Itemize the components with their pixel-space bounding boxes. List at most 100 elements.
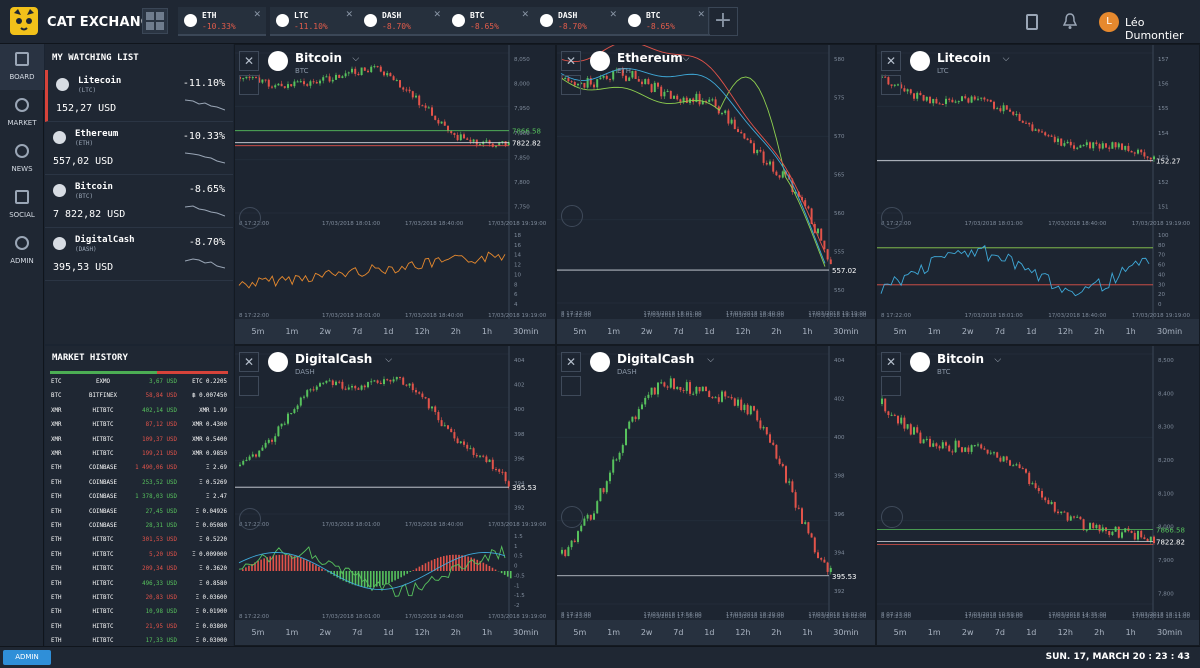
timeframe-button[interactable]: 12h — [414, 628, 430, 637]
panel-title[interactable]: Ethereum — [617, 51, 683, 65]
timeframe-button[interactable]: 1d — [1026, 628, 1037, 637]
timeframe-button[interactable]: 5m — [251, 628, 265, 637]
price-chart[interactable]: 7822.82 7866.58 8,050 8,000 7,950 7,900 7,850 7… — [235, 45, 556, 321]
price-chart[interactable]: 7822.82 7866.58 8,500 8,400 8,300 8,200 8,100 8… — [877, 346, 1200, 622]
chart-panel[interactable]: 7822.82 7866.58 8,050 8,000 7,950 7,900 7,850 7… — [234, 44, 556, 345]
price-chart[interactable]: 395.53 404 402 400 398 396 394 392 8 17:23:00 17/… — [557, 346, 876, 622]
chevron-down-icon[interactable]: ⌵ — [994, 355, 1002, 365]
expand-icon[interactable] — [239, 75, 259, 95]
ticker-tab-dash[interactable]: DASH -8.70% ✕ — [358, 7, 446, 36]
close-icon[interactable]: ✕ — [609, 10, 617, 20]
timeframe-button[interactable]: 2w — [640, 327, 653, 336]
ticker-tab-btc[interactable]: BTC -8.65% ✕ — [622, 7, 710, 36]
timeframe-button[interactable]: 5m — [251, 327, 265, 336]
timeframe-button[interactable]: 12h — [1057, 327, 1073, 336]
chevron-down-icon[interactable]: ⌵ — [707, 355, 715, 365]
timeframe-button[interactable]: 30min — [513, 327, 539, 336]
timeframe-button[interactable]: 7d — [352, 628, 363, 637]
timeframe-button[interactable]: 1h — [802, 327, 813, 336]
timeframe-button[interactable]: 2w — [961, 628, 974, 637]
avatar[interactable]: L — [1099, 12, 1119, 32]
close-panel-button[interactable]: ✕ — [239, 352, 259, 372]
timeframe-button[interactable]: 1m — [607, 628, 620, 637]
timeframe-button[interactable]: 1m — [927, 327, 941, 336]
chart-panel[interactable]: 152.27 157 156 155 154 153 152 151 8 17:22:00 17/… — [876, 44, 1200, 345]
timeframe-button[interactable]: 12h — [1057, 628, 1073, 637]
timeframe-button[interactable]: 5m — [893, 628, 907, 637]
chevron-down-icon[interactable]: ⌵ — [385, 355, 393, 365]
timeframe-button[interactable]: 5m — [573, 327, 587, 336]
layout-grid-button[interactable] — [142, 8, 168, 34]
nav-item-admin[interactable]: ADMIN — [0, 228, 44, 274]
timeframe-button[interactable]: 2w — [640, 628, 653, 637]
timeframe-button[interactable]: 30min — [833, 628, 859, 637]
timeframe-button[interactable]: 1d — [383, 628, 394, 637]
close-icon[interactable]: ✕ — [521, 10, 529, 20]
close-panel-button[interactable]: ✕ — [561, 352, 581, 372]
close-panel-button[interactable]: ✕ — [881, 51, 901, 71]
timeframe-button[interactable]: 1d — [1026, 327, 1037, 336]
timeframe-button[interactable]: 2w — [319, 327, 331, 336]
timeframe-button[interactable]: 1m — [607, 327, 620, 336]
timeframe-button[interactable]: 1m — [927, 628, 941, 637]
timeframe-button[interactable]: 30min — [513, 628, 539, 637]
list-item[interactable]: DigitalCash (DASH) 395,53 USD -8.70% — [45, 229, 233, 281]
nav-item-board[interactable]: BOARD — [0, 44, 44, 90]
panel-title[interactable]: Bitcoin — [295, 51, 343, 65]
timeframe-button[interactable]: 7d — [673, 327, 684, 336]
panel-title[interactable]: Bitcoin — [937, 352, 985, 366]
timeframe-button[interactable]: 1d — [383, 327, 394, 336]
user-name[interactable]: Léo Dumontier — [1125, 16, 1184, 42]
timeframe-button[interactable]: 2h — [771, 628, 782, 637]
close-icon[interactable]: ✕ — [345, 10, 353, 20]
timeframe-button[interactable]: 1h — [481, 327, 493, 336]
timeframe-button[interactable]: 2h — [771, 327, 782, 336]
ticker-tab-ltc[interactable]: LTC -11.10% ✕ — [270, 7, 358, 36]
expand-icon[interactable] — [239, 376, 259, 396]
timeframe-button[interactable]: 7d — [352, 327, 363, 336]
close-panel-button[interactable]: ✕ — [239, 51, 259, 71]
ticker-tab-btc[interactable]: BTC -8.65% ✕ — [446, 7, 534, 36]
chevron-down-icon[interactable]: ⌵ — [682, 54, 690, 64]
timeframe-button[interactable]: 1m — [285, 327, 299, 336]
timeframe-button[interactable]: 30min — [833, 327, 859, 336]
expand-icon[interactable] — [881, 75, 901, 95]
panel-title[interactable]: Litecoin — [937, 51, 991, 65]
close-icon[interactable]: ✕ — [697, 10, 705, 20]
timeframe-button[interactable]: 7d — [994, 327, 1005, 336]
add-tab-button[interactable]: + — [708, 7, 738, 36]
timeframe-button[interactable]: 12h — [414, 327, 430, 336]
expand-icon[interactable] — [561, 75, 581, 95]
timeframe-button[interactable]: 12h — [735, 327, 751, 336]
price-chart[interactable]: 152.27 157 156 155 154 153 152 151 8 17:22:00 17/… — [877, 45, 1200, 321]
expand-icon[interactable] — [561, 376, 581, 396]
timeframe-button[interactable]: 12h — [735, 628, 751, 637]
timeframe-button[interactable]: 2h — [1094, 327, 1105, 336]
chart-panel[interactable]: 395.53 404 402 400 398 396 394 392 8 17:23:00 17/… — [556, 345, 876, 646]
chart-panel[interactable]: 557.02 580 575 570 565 560 555 550 8 17:22:00 17/… — [556, 44, 876, 345]
expand-icon[interactable] — [881, 376, 901, 396]
timeframe-button[interactable]: 1m — [285, 628, 299, 637]
timeframe-button[interactable]: 5m — [893, 327, 907, 336]
timeframe-button[interactable]: 1h — [481, 628, 493, 637]
chart-panel[interactable]: 7822.82 7866.58 8,500 8,400 8,300 8,200 8,100 8… — [876, 345, 1200, 646]
close-icon[interactable]: ✕ — [433, 10, 441, 20]
timeframe-button[interactable]: 30min — [1156, 628, 1183, 637]
calculator-icon[interactable] — [1026, 14, 1038, 30]
timeframe-button[interactable]: 2h — [450, 628, 461, 637]
panel-title[interactable]: DigitalCash — [617, 352, 695, 366]
timeframe-button[interactable]: 7d — [994, 628, 1005, 637]
list-item[interactable]: Ethereum (ETH) 557,02 USD -10.33% — [45, 123, 233, 175]
ticker-tab-eth[interactable]: ETH -10.33% ✕ — [178, 7, 266, 36]
timeframe-button[interactable]: 30min — [1156, 327, 1183, 336]
admin-badge[interactable]: ADMIN — [3, 650, 51, 665]
price-chart[interactable]: 395.53 404 402 400 398 396 394 392 8 17:22:00 17/… — [235, 346, 556, 622]
bell-icon[interactable] — [1063, 13, 1077, 30]
timeframe-button[interactable]: 2w — [319, 628, 331, 637]
timeframe-button[interactable]: 1d — [704, 628, 715, 637]
nav-item-market[interactable]: MARKET — [0, 90, 44, 136]
nav-item-social[interactable]: SOCIAL — [0, 182, 44, 228]
timeframe-button[interactable]: 1h — [1125, 628, 1136, 637]
close-panel-button[interactable]: ✕ — [561, 51, 581, 71]
timeframe-button[interactable]: 1d — [704, 327, 715, 336]
